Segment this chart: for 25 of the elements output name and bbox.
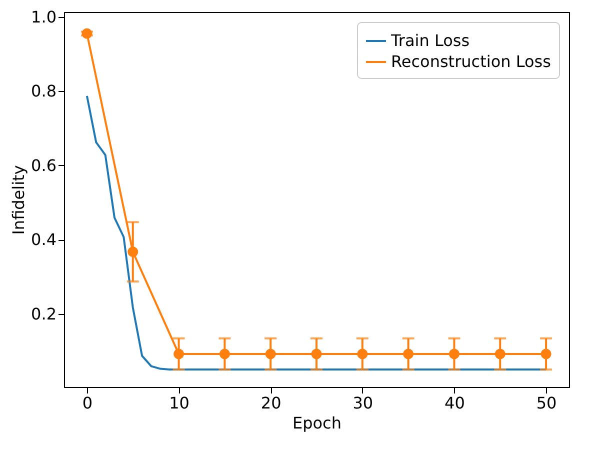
x-axis-title: Epoch bbox=[292, 414, 342, 432]
x-tick-label: 40 bbox=[444, 394, 465, 412]
point bbox=[540, 348, 552, 360]
point bbox=[357, 348, 368, 360]
point bbox=[448, 348, 460, 360]
point bbox=[219, 348, 230, 360]
y-tick-label: 0.8 bbox=[31, 82, 56, 101]
legend-label: Train Loss bbox=[390, 31, 470, 50]
point bbox=[265, 348, 276, 360]
x-tick-label: 0 bbox=[82, 394, 93, 412]
point bbox=[311, 348, 322, 360]
y-tick-label: 0.6 bbox=[31, 156, 56, 175]
x-tick-label: 20 bbox=[260, 394, 282, 412]
y-tick-label: 1.0 bbox=[31, 7, 56, 26]
point bbox=[174, 348, 184, 360]
y-axis-title: Infidelity bbox=[9, 165, 28, 235]
x-tick-label: 30 bbox=[352, 394, 374, 412]
point bbox=[403, 348, 414, 360]
y-tick-label: 0.4 bbox=[31, 230, 56, 250]
x-tick-label: 50 bbox=[536, 394, 557, 412]
point bbox=[128, 246, 138, 258]
x-tick-label: 10 bbox=[169, 394, 190, 412]
point bbox=[494, 348, 506, 360]
legend-label: Reconstruction Loss bbox=[391, 52, 551, 71]
y-tick-label: 0.2 bbox=[31, 304, 56, 324]
